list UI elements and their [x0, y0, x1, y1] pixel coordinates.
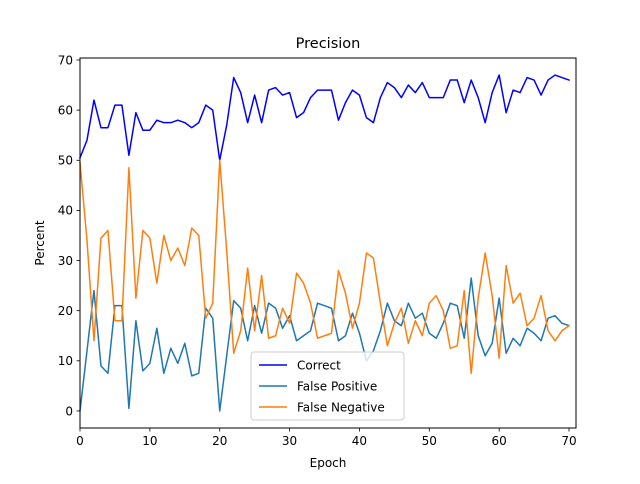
y-tick-label: 60: [58, 103, 73, 117]
series-line-false-positive: [79, 277, 570, 412]
y-tick-label: 50: [58, 154, 73, 168]
plot-area: [79, 74, 571, 412]
x-tick-label: 40: [352, 434, 367, 448]
series-line-false-negative: [79, 159, 571, 375]
chart-title: Precision: [296, 36, 361, 52]
x-tick-label: 30: [282, 434, 297, 448]
x-tick-label: 70: [561, 434, 576, 448]
y-tick-label: 70: [58, 53, 73, 67]
axes-frame: [79, 57, 577, 429]
y-tick-label: 10: [58, 354, 73, 368]
y-tick-label: 40: [58, 204, 73, 218]
legend-label-correct: Correct: [297, 358, 341, 372]
x-tick-label: 0: [76, 434, 84, 448]
x-tick-label: 10: [142, 434, 157, 448]
x-tick-label: 60: [492, 434, 507, 448]
y-tick-label: 20: [58, 304, 73, 318]
y-axis: 0 10 20 30 40 50 60 70: [58, 53, 80, 418]
y-axis-label: Percent: [33, 220, 47, 265]
legend: Correct False Positive False Negative: [250, 351, 405, 421]
y-tick-label: 30: [58, 254, 73, 268]
x-tick-label: 20: [212, 434, 227, 448]
x-axis: 0 10 20 30 40 50 60 70: [76, 428, 577, 448]
y-tick-label: 0: [65, 404, 73, 418]
legend-label-false-positive: False Positive: [297, 379, 377, 393]
x-tick-label: 50: [422, 434, 437, 448]
legend-box: [250, 351, 405, 421]
series-line-correct: [79, 74, 570, 162]
x-axis-label: Epoch: [310, 456, 347, 470]
legend-label-false-negative: False Negative: [297, 400, 385, 414]
